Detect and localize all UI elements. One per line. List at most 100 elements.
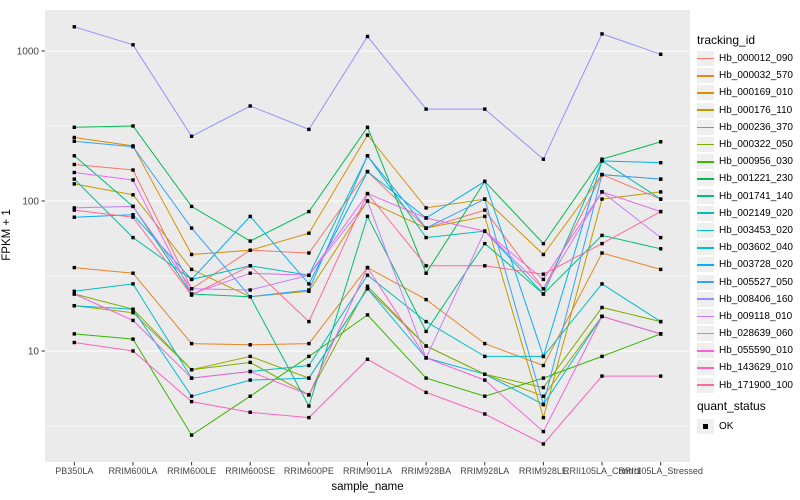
legend-key-line-icon	[697, 377, 714, 393]
data-point	[600, 159, 604, 163]
data-point	[365, 273, 370, 277]
data-point	[248, 264, 252, 268]
legend-entry-label: Hb_005527_050	[719, 276, 793, 288]
data-point	[424, 297, 428, 302]
data-point	[248, 295, 252, 299]
data-point	[189, 399, 194, 404]
legend-entry-Hb_003602_040: Hb_003602_040	[697, 239, 793, 256]
legend-entry-quant-OK: OK	[697, 418, 733, 435]
data-point	[307, 341, 311, 346]
x-tick-label-RRIM928LA: RRIM928LA	[460, 466, 510, 476]
data-point	[189, 341, 194, 346]
legend-entry-Hb_003728_020: Hb_003728_020	[697, 256, 793, 273]
data-point	[131, 271, 135, 275]
data-point	[248, 104, 252, 108]
data-point	[541, 394, 546, 398]
data-point	[365, 199, 370, 203]
legend-key-line-icon	[697, 257, 714, 273]
data-point	[307, 251, 311, 255]
legend-entry-Hb_028639_060: Hb_028639_060	[697, 325, 793, 342]
data-point	[131, 213, 135, 217]
data-point	[659, 319, 663, 324]
legend-entry-Hb_001221_230: Hb_001221_230	[697, 170, 793, 187]
data-point	[600, 197, 604, 201]
legend-entry-Hb_003453_020: Hb_003453_020	[697, 222, 793, 239]
data-point	[72, 289, 76, 293]
data-point	[424, 376, 428, 380]
legend-entry-Hb_000169_010: Hb_000169_010	[697, 84, 793, 101]
legend-entry-label: Hb_008406_160	[719, 293, 793, 305]
y-axis-title: FPKM + 1	[1, 209, 13, 261]
legend-tracking-id-entries: Hb_000012_090 Hb_000032_570 Hb_000169_010 H…	[697, 50, 793, 394]
data-point	[600, 172, 604, 177]
legend-key-line-icon	[697, 119, 714, 135]
data-point	[659, 161, 663, 165]
data-point	[424, 319, 428, 324]
data-point	[307, 354, 311, 359]
data-point	[131, 145, 135, 149]
data-point	[248, 410, 252, 414]
data-point	[72, 206, 76, 210]
legend-entry-label: Hb_000169_010	[719, 87, 793, 99]
data-point	[131, 311, 135, 315]
data-point	[307, 319, 311, 324]
data-point	[365, 287, 370, 291]
data-point	[189, 252, 194, 257]
x-axis-title: sample_name	[331, 481, 404, 493]
data-point	[365, 34, 370, 39]
data-point	[541, 287, 546, 291]
data-point	[659, 247, 663, 251]
data-point	[424, 329, 428, 334]
data-point	[600, 251, 604, 255]
data-point	[189, 267, 194, 272]
data-point	[72, 162, 76, 167]
y-tick-label: 10	[28, 347, 40, 358]
data-point	[307, 376, 311, 380]
legend-entry-Hb_000322_050: Hb_000322_050	[697, 136, 793, 153]
legend-key-line-icon	[697, 85, 714, 101]
legend-key-line-icon	[697, 308, 714, 324]
data-point	[424, 264, 428, 268]
legend-entry-Hb_000012_090: Hb_000012_090	[697, 50, 793, 67]
data-point	[131, 43, 135, 47]
legend-entry-label: Hb_002149_020	[719, 207, 793, 219]
legend-entry-Hb_000176_110: Hb_000176_110	[697, 102, 793, 119]
panel-background	[45, 10, 690, 462]
data-point	[365, 214, 370, 219]
data-point	[541, 363, 546, 368]
data-point	[659, 52, 663, 56]
legend-entry-label: Hb_003728_020	[719, 259, 793, 271]
data-point	[659, 235, 663, 240]
data-point	[307, 209, 311, 214]
data-point	[189, 368, 194, 372]
legend-entry-Hb_008406_160: Hb_008406_160	[697, 291, 793, 308]
data-point	[131, 124, 135, 128]
data-point	[365, 169, 370, 174]
data-point	[483, 354, 487, 359]
data-point	[72, 208, 76, 212]
legend-entry-Hb_143629_010: Hb_143629_010	[697, 359, 793, 376]
legend-key-square-icon	[697, 419, 714, 435]
data-point	[189, 433, 194, 437]
data-point	[424, 216, 428, 220]
legend-entry-Hb_055590_010: Hb_055590_010	[697, 342, 793, 359]
legend-entry-label: Hb_143629_010	[719, 362, 793, 374]
legend-entry-label: Hb_001741_140	[719, 190, 793, 202]
legend-key-line-icon	[697, 360, 714, 376]
data-point	[659, 140, 663, 144]
data-point	[600, 282, 604, 286]
legend-entry-label: Hb_000012_090	[719, 53, 793, 65]
data-point	[365, 125, 370, 129]
data-point	[659, 374, 663, 378]
data-point	[600, 32, 604, 36]
legend-entry-Hb_000956_030: Hb_000956_030	[697, 153, 793, 170]
data-point	[483, 179, 487, 184]
data-point	[483, 241, 487, 246]
data-point	[365, 357, 370, 361]
data-point	[541, 354, 546, 359]
data-point	[600, 354, 604, 359]
data-point	[131, 349, 135, 353]
data-point	[72, 135, 76, 140]
